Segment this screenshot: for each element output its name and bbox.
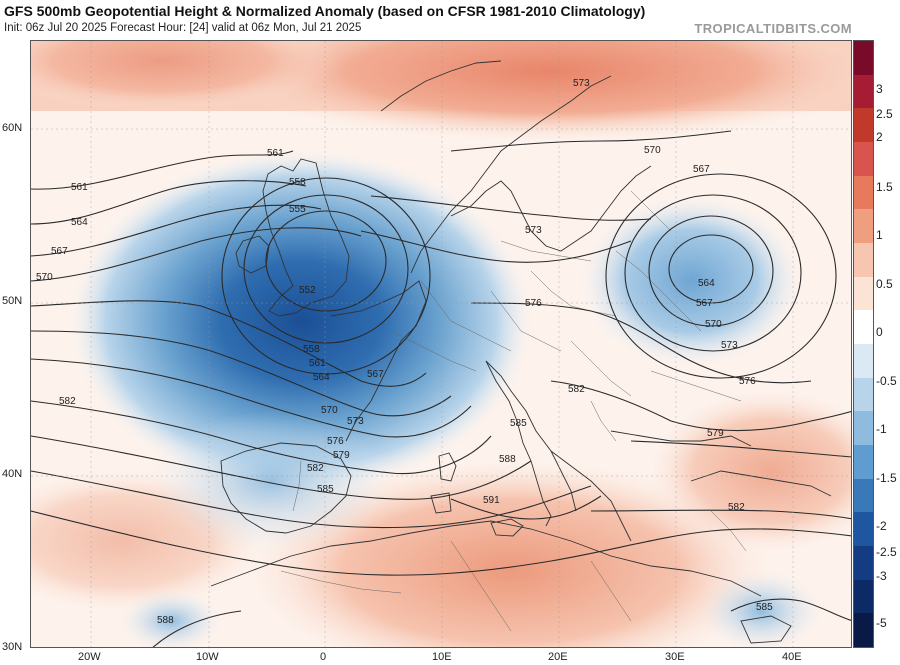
colorbar-segment bbox=[854, 377, 873, 412]
colorbar-label: -1.5 bbox=[876, 471, 897, 485]
contour-label: 567 bbox=[51, 246, 68, 257]
contour-label: 576 bbox=[525, 298, 542, 309]
contour-label: 582 bbox=[307, 463, 324, 474]
colorbar-segment bbox=[854, 242, 873, 277]
colorbar-segment bbox=[854, 613, 873, 647]
country-borders bbox=[280, 190, 747, 632]
warm-anomaly-east bbox=[651, 391, 851, 551]
latitude-label: 40N bbox=[2, 468, 23, 480]
colorbar-segment bbox=[854, 444, 873, 479]
colorbar-segment bbox=[854, 310, 873, 344]
longitude-label: 30E bbox=[665, 651, 685, 663]
contour-label: 555 bbox=[289, 204, 306, 215]
latitude-label: 30N bbox=[2, 641, 23, 653]
contour-label: 582 bbox=[568, 384, 585, 395]
longitude-label: 20E bbox=[548, 651, 568, 663]
contour-label: 564 bbox=[698, 278, 715, 289]
longitude-label: 40E bbox=[782, 651, 802, 663]
contour-label: 576 bbox=[327, 436, 344, 447]
colorbar-label: -1 bbox=[876, 422, 887, 436]
contour-label: 591 bbox=[483, 495, 500, 506]
longitude-label: 0 bbox=[320, 651, 327, 663]
map-title: GFS 500mb Geopotential Height & Normaliz… bbox=[4, 3, 646, 19]
contour-label: 579 bbox=[333, 450, 350, 461]
longitude-label: 10W bbox=[196, 651, 219, 663]
colorbar-label: -2.5 bbox=[876, 545, 897, 559]
site-credit: TROPICALTIDBITS.COM bbox=[694, 21, 852, 36]
colorbar-label: -3 bbox=[876, 569, 887, 583]
contour-labels: 561 564 567 570 582 588 561 558 555 552 … bbox=[36, 78, 773, 626]
contour-label: 579 bbox=[707, 428, 724, 439]
contour-label: 576 bbox=[739, 376, 756, 387]
colorbar-label: 3 bbox=[876, 82, 883, 96]
colorbar-label: -5 bbox=[876, 616, 887, 630]
graticule bbox=[31, 41, 851, 647]
cool-anomaly-southwest bbox=[121, 591, 221, 647]
contour-label: 558 bbox=[289, 177, 306, 188]
longitude-label: 20W bbox=[78, 651, 101, 663]
colorbar-label: 2.5 bbox=[876, 107, 893, 121]
colorbar-segment bbox=[854, 512, 873, 546]
contour-label: 570 bbox=[644, 145, 661, 156]
contour-label: 561 bbox=[71, 182, 88, 193]
anomaly-colorbar bbox=[853, 40, 874, 648]
map-panel: 561 564 567 570 582 588 561 558 555 552 … bbox=[30, 40, 852, 648]
contour-label: 582 bbox=[728, 502, 745, 513]
contour-label: 573 bbox=[525, 225, 542, 236]
colorbar-label: 1 bbox=[876, 228, 883, 242]
contour-label: 588 bbox=[157, 615, 174, 626]
colorbar-segment bbox=[854, 74, 873, 109]
colorbar-segment bbox=[854, 411, 873, 445]
map-canvas: 561 564 567 570 582 588 561 558 555 552 … bbox=[31, 41, 851, 647]
contour-label: 585 bbox=[317, 484, 334, 495]
colorbar-segment bbox=[854, 141, 873, 176]
contour-label: 564 bbox=[71, 217, 88, 228]
colorbar-label: 1.5 bbox=[876, 180, 893, 194]
contour-label: 585 bbox=[756, 602, 773, 613]
contour-label: 567 bbox=[693, 164, 710, 175]
contour-label: 570 bbox=[705, 319, 722, 330]
contour-label: 573 bbox=[721, 340, 738, 351]
contour-label: 552 bbox=[299, 285, 316, 296]
contour-label: 573 bbox=[347, 416, 364, 427]
colorbar-label: -2 bbox=[876, 519, 887, 533]
contour-label: 582 bbox=[59, 396, 76, 407]
colorbar-segment bbox=[854, 343, 873, 378]
latitude-label: 60N bbox=[2, 122, 23, 134]
contour-label: 567 bbox=[367, 369, 384, 380]
colorbar-segment bbox=[854, 41, 873, 75]
contour-label: 588 bbox=[499, 454, 516, 465]
colorbar-segment bbox=[854, 545, 873, 580]
cold-anomaly-east bbox=[581, 196, 801, 366]
contour-label: 573 bbox=[573, 78, 590, 89]
contour-label: 558 bbox=[303, 344, 320, 355]
colorbar-segment bbox=[854, 209, 873, 243]
colorbar-segment bbox=[854, 108, 873, 142]
colorbar-label: 0.5 bbox=[876, 277, 893, 291]
contour-label: 561 bbox=[309, 358, 326, 369]
map-subtitle: Init: 06z Jul 20 2025 Forecast Hour: [24… bbox=[4, 22, 362, 34]
warm-anomaly-northwest bbox=[31, 41, 341, 111]
colorbar-segment bbox=[854, 175, 873, 210]
contour-label: 561 bbox=[267, 148, 284, 159]
contour-label: 570 bbox=[321, 405, 338, 416]
colorbar-label: 2 bbox=[876, 130, 883, 144]
cool-anomaly-iberia bbox=[151, 411, 391, 551]
colorbar-segment bbox=[854, 276, 873, 311]
contour-label: 564 bbox=[313, 372, 330, 383]
latitude-label: 50N bbox=[2, 295, 23, 307]
colorbar-label: 0 bbox=[876, 325, 883, 339]
longitude-label: 10E bbox=[432, 651, 452, 663]
contour-label: 585 bbox=[510, 418, 527, 429]
contour-label: 567 bbox=[696, 298, 713, 309]
height-contours bbox=[31, 130, 851, 647]
warm-anomaly-north bbox=[211, 41, 851, 141]
colorbar-segment bbox=[854, 478, 873, 513]
cool-anomaly-southeast bbox=[701, 571, 821, 647]
cold-anomaly-west bbox=[71, 151, 531, 491]
colorbar-label: -0.5 bbox=[876, 374, 897, 388]
contour-label: 570 bbox=[36, 272, 53, 283]
colorbar-segment bbox=[854, 579, 873, 614]
